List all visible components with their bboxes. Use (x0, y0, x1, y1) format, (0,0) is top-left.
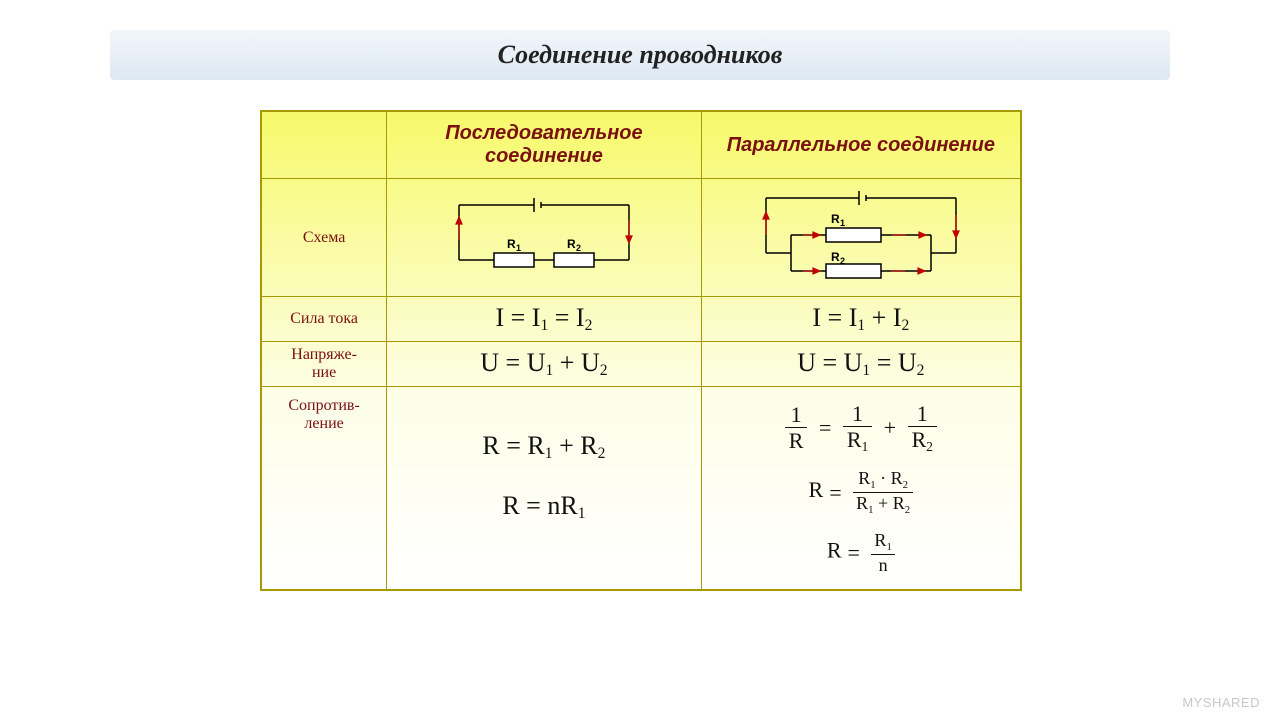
page-title: Соединение проводников (110, 30, 1170, 80)
svg-text:R: R (831, 250, 840, 264)
watermark: MYSHARED (1182, 695, 1260, 710)
series-voltage: U = U1 + U2 (387, 341, 701, 386)
parallel-current: I = I1 + I2 (701, 297, 1020, 342)
slide: Соединение проводников Последовательное … (0, 0, 1280, 720)
svg-text:R: R (831, 212, 840, 226)
corner-cell (262, 112, 387, 179)
svg-text:1: 1 (516, 243, 521, 253)
col-header-series: Последовательное соединение (387, 112, 701, 179)
series-current: I = I1 = I2 (387, 297, 701, 342)
series-circuit: R1 R2 (387, 179, 701, 297)
svg-text:1: 1 (840, 218, 845, 228)
parallel-circuit: R1 R2 (701, 179, 1020, 297)
comparison-table: Последовательное соединение Параллельное… (260, 110, 1022, 591)
parallel-voltage: U = U1 = U2 (701, 341, 1020, 386)
parallel-resistance: 1R = 1R1 + 1R2 R= R1 · R2R1 + R2 R= R1n (701, 386, 1020, 589)
row-label-voltage: Напряже-ние (262, 341, 387, 386)
row-label-scheme: Схема (262, 179, 387, 297)
col-header-parallel: Параллельное соединение (701, 112, 1020, 179)
row-label-current: Сила тока (262, 297, 387, 342)
svg-text:R: R (507, 237, 516, 251)
row-label-resistance: Сопротив-ление (262, 386, 387, 589)
svg-text:2: 2 (576, 243, 581, 253)
svg-text:R: R (567, 237, 576, 251)
series-resistance: R = R1 + R2 R = nR1 (387, 386, 701, 589)
svg-text:2: 2 (840, 256, 845, 266)
